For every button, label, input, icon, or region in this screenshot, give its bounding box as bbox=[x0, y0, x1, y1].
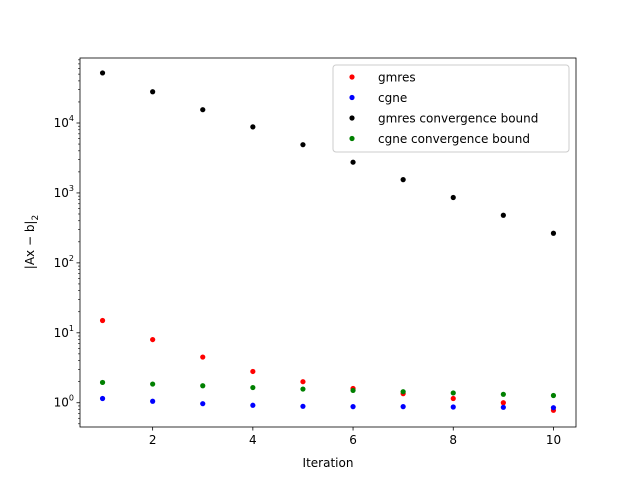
cgne-point bbox=[550, 405, 557, 411]
cgne-point bbox=[500, 404, 506, 410]
cgne-convergence-bound-point bbox=[350, 387, 356, 394]
cgne-point bbox=[200, 401, 206, 407]
legend-label-gmres: gmres bbox=[378, 71, 416, 85]
plot-area-frame bbox=[79, 57, 577, 428]
cgne-convergence-bound-point bbox=[400, 389, 406, 395]
y-axis-label-main: |Ax − b| bbox=[23, 221, 37, 270]
x-tick-label: 10 bbox=[546, 433, 561, 447]
gmres-convergence-bound-point bbox=[350, 159, 356, 165]
gmres-point bbox=[500, 400, 506, 406]
gmres-point bbox=[250, 368, 256, 375]
y-tick-label: 100 bbox=[54, 394, 74, 410]
x-tick-label: 6 bbox=[349, 433, 357, 447]
gmres-convergence-bound-point bbox=[550, 230, 557, 236]
y-tick-label: 104 bbox=[54, 114, 74, 130]
legend-marker-gmres-convergence-bound bbox=[349, 115, 355, 121]
y-tick-label: 103 bbox=[54, 184, 74, 200]
y-tick-label: 101 bbox=[54, 324, 74, 340]
cgne-convergence-bound-point bbox=[250, 384, 256, 391]
cgne-convergence-bound-point bbox=[300, 386, 306, 392]
cgne-point bbox=[350, 404, 356, 410]
x-tick-label: 4 bbox=[249, 433, 257, 447]
legend-label-gmres-convergence-bound: gmres convergence bound bbox=[378, 112, 538, 126]
gmres-convergence-bound-point bbox=[450, 194, 456, 201]
x-tick-label: 8 bbox=[449, 433, 457, 447]
legend-marker-gmres bbox=[349, 74, 355, 80]
legend-marker-cgne-convergence-bound bbox=[349, 135, 355, 142]
gmres-convergence-bound-point bbox=[500, 212, 506, 218]
legend-box bbox=[332, 64, 570, 153]
cgne-convergence-bound-point bbox=[550, 392, 557, 399]
cgne-convergence-bound-point bbox=[200, 383, 206, 389]
gmres-convergence-bound-point bbox=[200, 107, 206, 113]
cgne-convergence-bound-point bbox=[500, 391, 506, 397]
gmres-point bbox=[99, 317, 106, 324]
y-axis-label: |Ax − b|2 bbox=[23, 215, 41, 269]
cgne-point bbox=[250, 402, 256, 408]
gmres-point bbox=[150, 336, 156, 343]
cgne-point bbox=[99, 395, 106, 402]
legend-label-cgne: cgne bbox=[378, 91, 407, 105]
y-axis: 100 101 102 103 104 bbox=[54, 59, 80, 425]
gmres-convergence-bound-point bbox=[250, 124, 256, 130]
cgne-point bbox=[300, 403, 306, 409]
cgne-point bbox=[150, 398, 156, 404]
cgne-point bbox=[450, 404, 456, 410]
y-axis-label-subscript: 2 bbox=[31, 215, 41, 221]
legend-marker-cgne bbox=[349, 94, 355, 101]
gmres-convergence-bound-point bbox=[400, 177, 406, 183]
gmres-convergence-bound-point bbox=[99, 70, 106, 76]
gmres-convergence-bound-point bbox=[300, 142, 306, 148]
x-axis: 2 4 6 8 10 bbox=[149, 427, 561, 447]
cgne-convergence-bound-point bbox=[150, 381, 156, 387]
x-tick-label: 2 bbox=[149, 433, 157, 447]
legend-label-cgne-convergence-bound: cgne convergence bound bbox=[378, 132, 530, 146]
cgne-convergence-bound-point bbox=[450, 390, 456, 396]
legend: gmres cgne gmres convergence bound cgne con… bbox=[332, 64, 570, 153]
cgne-convergence-bound-point bbox=[99, 379, 106, 386]
gmres-point bbox=[450, 395, 456, 402]
gmres-convergence-bound-point bbox=[150, 89, 156, 95]
x-axis-label: Iteration bbox=[303, 456, 354, 470]
gmres-point bbox=[300, 379, 306, 385]
cgne-point bbox=[400, 404, 406, 410]
y-tick-label: 102 bbox=[54, 254, 74, 270]
gmres-point bbox=[200, 354, 206, 360]
data-points-layer bbox=[99, 70, 557, 413]
